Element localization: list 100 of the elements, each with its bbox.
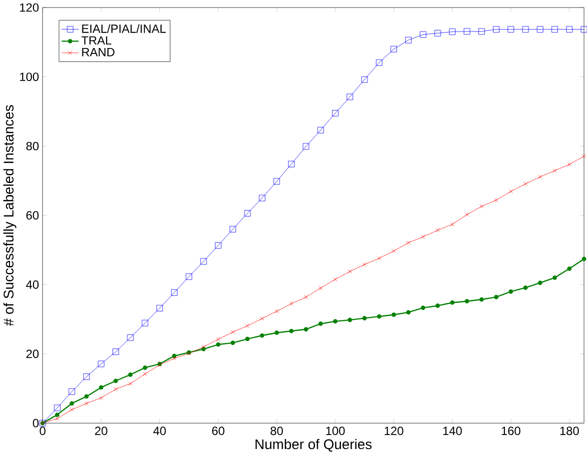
point — [464, 212, 469, 217]
point — [68, 388, 76, 395]
x-tick-label: 180 — [560, 426, 579, 436]
y-tick-label: 40 — [26, 280, 39, 289]
point — [450, 222, 454, 226]
point — [143, 372, 147, 376]
point — [567, 162, 572, 166]
x-tick-label: 40 — [153, 426, 166, 436]
legend-label: TRAL — [81, 36, 112, 45]
point — [245, 336, 250, 342]
point — [112, 348, 119, 355]
point — [479, 297, 484, 302]
point — [376, 59, 382, 66]
y-tick-label: 100 — [20, 72, 39, 82]
point — [478, 28, 485, 35]
point — [538, 280, 542, 286]
point — [84, 401, 88, 406]
point — [84, 394, 89, 399]
point — [244, 210, 251, 216]
point — [346, 94, 354, 100]
x-tick-label: 140 — [443, 426, 462, 436]
point — [552, 275, 557, 280]
point — [128, 372, 133, 377]
point — [405, 36, 412, 44]
point — [55, 416, 60, 421]
x-tick-label: 20 — [95, 426, 108, 436]
point — [420, 31, 426, 38]
point — [406, 240, 410, 245]
x-tick-label: 0 — [40, 426, 46, 436]
point — [114, 387, 118, 392]
point — [362, 316, 367, 320]
point — [464, 28, 470, 35]
point — [230, 226, 236, 232]
point — [258, 194, 266, 202]
point — [260, 316, 264, 320]
point — [289, 328, 294, 334]
point — [274, 309, 279, 314]
point — [436, 228, 440, 232]
y-axis-title: # of Successfully Labeled Instances — [3, 105, 16, 326]
point — [524, 182, 528, 186]
y-tick-label: 120 — [20, 3, 39, 12]
point — [55, 412, 60, 418]
point — [392, 312, 396, 317]
point — [552, 168, 557, 173]
point — [464, 299, 470, 304]
point — [538, 174, 542, 179]
y-tick-label: 60 — [26, 211, 39, 220]
legend-label: EIAL/PIAL/INAL — [82, 24, 166, 33]
point — [288, 160, 295, 168]
point — [392, 249, 396, 253]
point — [421, 234, 426, 239]
x-axis-title: Number of Queries — [256, 438, 372, 452]
x-tick-label: 80 — [270, 426, 283, 436]
point — [348, 269, 352, 274]
point — [128, 382, 132, 386]
point — [522, 26, 529, 33]
point — [215, 242, 222, 249]
legend-label: RAND — [82, 48, 114, 56]
point — [552, 26, 558, 33]
point — [494, 198, 498, 202]
point — [406, 310, 411, 314]
point — [274, 330, 279, 335]
point — [289, 302, 294, 306]
point — [171, 289, 178, 296]
point — [523, 286, 528, 290]
point — [333, 277, 338, 282]
point — [172, 356, 176, 360]
point — [494, 294, 498, 300]
point — [230, 330, 235, 334]
point — [156, 304, 163, 312]
point — [127, 334, 134, 341]
x-tick-label: 100 — [326, 426, 345, 436]
point — [508, 289, 514, 294]
point — [216, 337, 220, 342]
point — [536, 26, 544, 33]
point — [318, 286, 323, 290]
point — [480, 204, 484, 208]
point — [390, 46, 397, 52]
y-tick-label: 80 — [26, 142, 39, 150]
point — [54, 404, 60, 412]
point — [70, 401, 74, 406]
point — [230, 340, 236, 345]
point — [361, 76, 368, 83]
point — [114, 378, 118, 384]
point — [304, 295, 308, 300]
point — [567, 266, 572, 271]
point — [348, 318, 352, 322]
point — [216, 342, 220, 347]
point — [333, 319, 338, 324]
y-tick-label: 20 — [26, 350, 39, 358]
point — [274, 178, 280, 185]
point — [318, 322, 323, 326]
point — [332, 110, 338, 116]
point — [582, 154, 586, 158]
point — [434, 30, 441, 36]
point — [449, 28, 456, 35]
point — [186, 273, 192, 280]
x-tick-label: 120 — [384, 426, 404, 436]
point — [142, 320, 148, 326]
point — [202, 344, 206, 349]
